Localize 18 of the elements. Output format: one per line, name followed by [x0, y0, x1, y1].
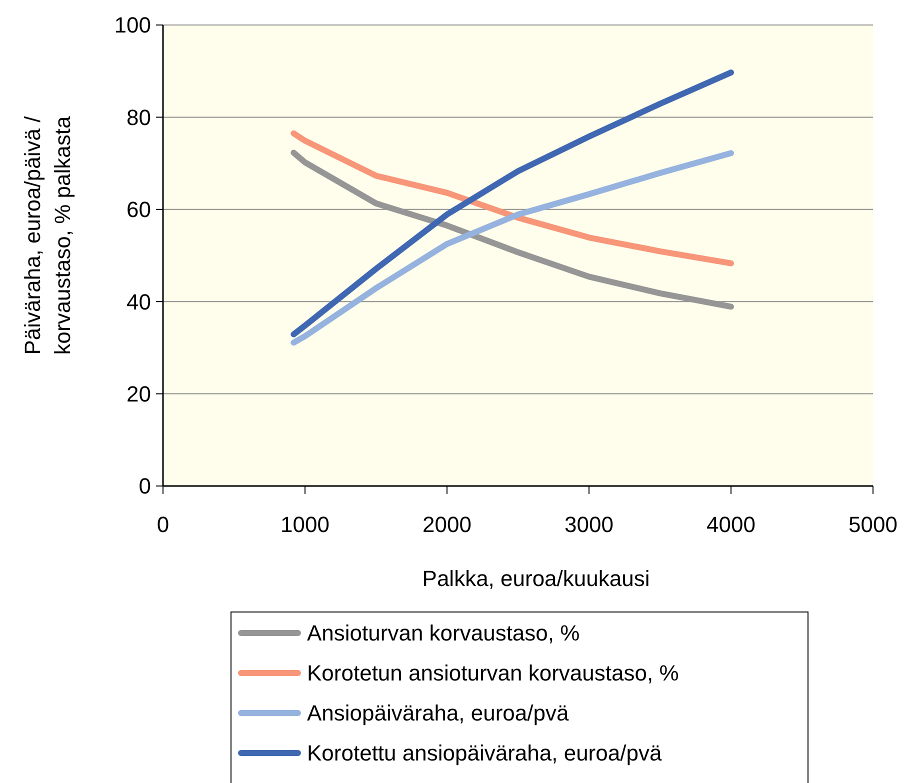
x-tick-label: 2000 [422, 512, 472, 537]
legend-label: Ansiopäiväraha, euroa/pvä [307, 700, 570, 726]
y-tick-label: 100 [114, 12, 151, 38]
x-axis-title: Palkka, euroa/kuukausi [422, 566, 650, 591]
legend-label: Korotettu ansiopäiväraha, euroa/pvä [307, 740, 662, 766]
legend-label: Ansioturvan korvaustaso, % [307, 620, 580, 646]
y-axis-title: Päiväraha, euroa/päivä / korvaustaso, % palkasta [20, 115, 75, 355]
y-tick-label: 20 [126, 382, 151, 406]
x-tick-label: 0 [156, 512, 170, 537]
legend-label: Korotetun ansioturvan korvaustaso, % [307, 660, 679, 686]
x-tick-label: 3000 [564, 512, 614, 537]
y-tick-label: 60 [126, 197, 151, 222]
x-tick-label: 1000 [280, 512, 330, 537]
y-tick-label: 40 [126, 289, 151, 314]
x-tick-label: 4000 [706, 512, 756, 537]
y-tick-label: 80 [126, 104, 151, 130]
y-tick-label: 0 [138, 474, 151, 499]
x-tick-label: 5000 [848, 512, 898, 537]
